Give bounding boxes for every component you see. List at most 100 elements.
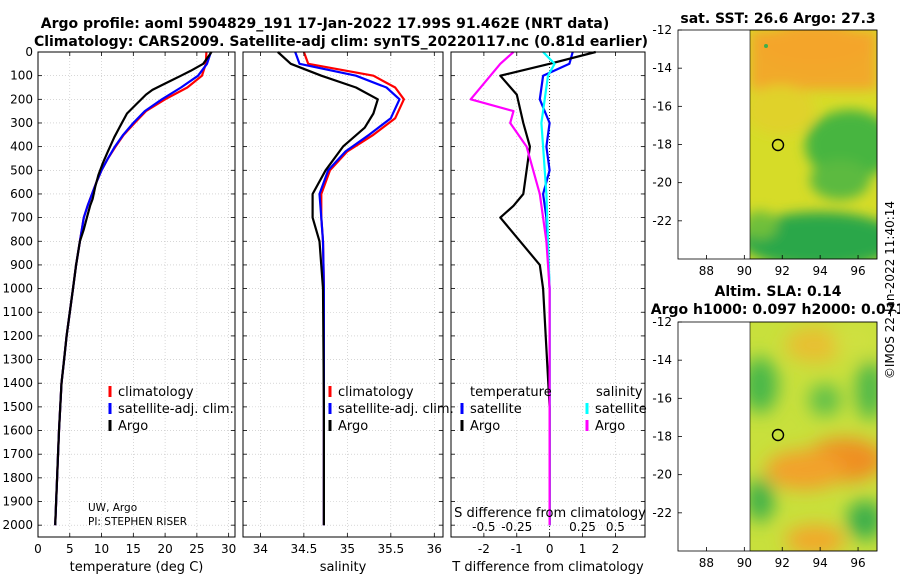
map-x-tick-label: 90 [737, 556, 752, 570]
legend-header: salinity [596, 385, 643, 400]
legend-label: Argo [595, 419, 625, 434]
x2-tick-label: 0.5 [606, 520, 625, 534]
y-tick-label: 1000 [2, 282, 33, 296]
map-y-tick-label: -16 [652, 391, 672, 405]
difference-panel: -2 -1 0 1 2 T difference from climatology -0.5… [450, 50, 647, 575]
map-y-tick-label: -22 [652, 506, 672, 520]
x-tick-label: 20 [157, 542, 172, 556]
x-axis-label: T difference from climatology [451, 560, 644, 575]
map-y-tick-label: -18 [652, 430, 672, 444]
y-tick-label: 1200 [2, 329, 33, 343]
y-tick-label: 800 [10, 234, 33, 248]
axes-frame [242, 51, 444, 538]
map-x-tick-label: 90 [737, 264, 752, 278]
x-tick-label: 5 [66, 542, 74, 556]
sst-heatmap [750, 30, 877, 259]
x-tick-label: 10 [94, 542, 109, 556]
y-tick-label: 1300 [2, 353, 33, 367]
map-y-tick-label: -22 [652, 214, 672, 228]
axes-frame [450, 51, 646, 538]
x-tick-label: 34 [253, 542, 268, 556]
y-tick-label: 900 [10, 258, 33, 272]
map-y-tick-label: -20 [652, 176, 672, 190]
sla-heatmap [750, 322, 877, 551]
x-tick-label: 1 [579, 542, 587, 556]
map-x-tick-label: 92 [775, 556, 790, 570]
legend-label: satellite-adj. clim. [118, 402, 234, 417]
legend-label: Argo [470, 419, 500, 434]
map-y-tick-label: -14 [652, 353, 672, 367]
x-axis-label: temperature (deg C) [70, 560, 204, 575]
y-tick-label: 1500 [2, 400, 33, 414]
x-axis-label: salinity [320, 560, 367, 575]
legend-label: climatology [118, 385, 194, 400]
legend-label: Argo [338, 419, 368, 434]
x-tick-label: 2 [612, 542, 620, 556]
sst-map-axes: 88 90 92 94 96 -12 -14 -16 -18 -20 -22 [652, 23, 865, 278]
map-y-tick-label: -14 [652, 61, 672, 75]
credit-pi: PI: STEPHEN RISER [88, 516, 187, 528]
salinity-panel: 34 34.5 35 35.5 36 salinity climatology satelli… [242, 51, 454, 575]
sst-map-panel: sat. SST: 26.6 Argo: 27.3 88 90 92 94 96 -12 -… [652, 11, 878, 278]
x-tick-label: 34.5 [291, 542, 318, 556]
map-x-tick-label: 92 [775, 264, 790, 278]
y-tick-label: 500 [10, 163, 33, 177]
map-y-tick-label: -12 [652, 315, 672, 329]
y-tick-label: 1100 [2, 305, 33, 319]
legend-label: satellite [595, 402, 647, 417]
x2-tick-label: -0.5 [472, 520, 495, 534]
legend-label: satellite [470, 402, 522, 417]
series-line [277, 51, 379, 526]
y-tick-label: 600 [10, 187, 33, 201]
map-y-tick-label: -12 [652, 23, 672, 37]
sla-map-subtitle: Argo h1000: 0.097 h2000: 0.071 [651, 302, 900, 318]
argo-location-marker [771, 138, 785, 152]
y-tick-label: 2000 [2, 518, 33, 532]
sst-map-title: sat. SST: 26.6 Argo: 27.3 [680, 11, 875, 27]
sla-map-panel: Altim. SLA: 0.14 Argo h1000: 0.097 h2000… [651, 284, 900, 570]
timestamp-label: ©IMOS 22-Jan-2022 11:40:14 [883, 201, 897, 379]
x2-tick-label: -0.25 [501, 520, 532, 534]
x-tick-label: -1 [511, 542, 523, 556]
map-x-tick-label: 96 [850, 264, 865, 278]
sla-map-axes: 88 90 92 94 96 -12 -14 -16 -18 -20 -22 [652, 315, 865, 570]
series-line [469, 51, 551, 526]
x-tick-label: 36 [427, 542, 442, 556]
x-tick-label: 35.5 [377, 542, 404, 556]
sla-map-title: Altim. SLA: 0.14 [714, 284, 841, 300]
y-tick-label: 100 [10, 69, 33, 83]
map-x-tick-label: 88 [699, 556, 714, 570]
y-tick-label: 700 [10, 211, 33, 225]
x-tick-label: 0 [546, 542, 554, 556]
x2-axis-label: S difference from climatology [454, 506, 646, 521]
series-line [294, 51, 401, 526]
legend-header: temperature [470, 385, 552, 400]
legend-label: climatology [338, 385, 414, 400]
series-line [499, 50, 596, 526]
map-x-tick-label: 94 [813, 556, 828, 570]
x-tick-label: 15 [126, 542, 141, 556]
y-tick-label: 1400 [2, 376, 33, 390]
map-x-tick-label: 88 [699, 264, 714, 278]
legend-label: Argo [118, 419, 148, 434]
y-tick-label: 200 [10, 92, 33, 106]
argo-location-marker [771, 428, 785, 442]
y-tick-label: 300 [10, 116, 33, 130]
x-tick-label: 35 [340, 542, 355, 556]
y-tick-label: 1700 [2, 447, 33, 461]
y-tick-label: 0 [25, 45, 33, 59]
map-x-tick-label: 96 [850, 556, 865, 570]
map-y-tick-label: -16 [652, 99, 672, 113]
figure-title-line1: Argo profile: aoml 5904829_191 17-Jan-20… [41, 16, 610, 32]
figure-title-line2: Climatology: CARS2009. Satellite-adj cli… [34, 34, 648, 50]
map-y-tick-label: -18 [652, 138, 672, 152]
y-tick-label: 1600 [2, 424, 33, 438]
map-x-tick-label: 94 [813, 264, 828, 278]
y-tick-label: 1800 [2, 471, 33, 485]
credit-institution: UW, Argo [88, 502, 137, 514]
axes-frame [37, 51, 236, 538]
x-tick-label: 0 [34, 542, 42, 556]
x-tick-label: 25 [189, 542, 204, 556]
